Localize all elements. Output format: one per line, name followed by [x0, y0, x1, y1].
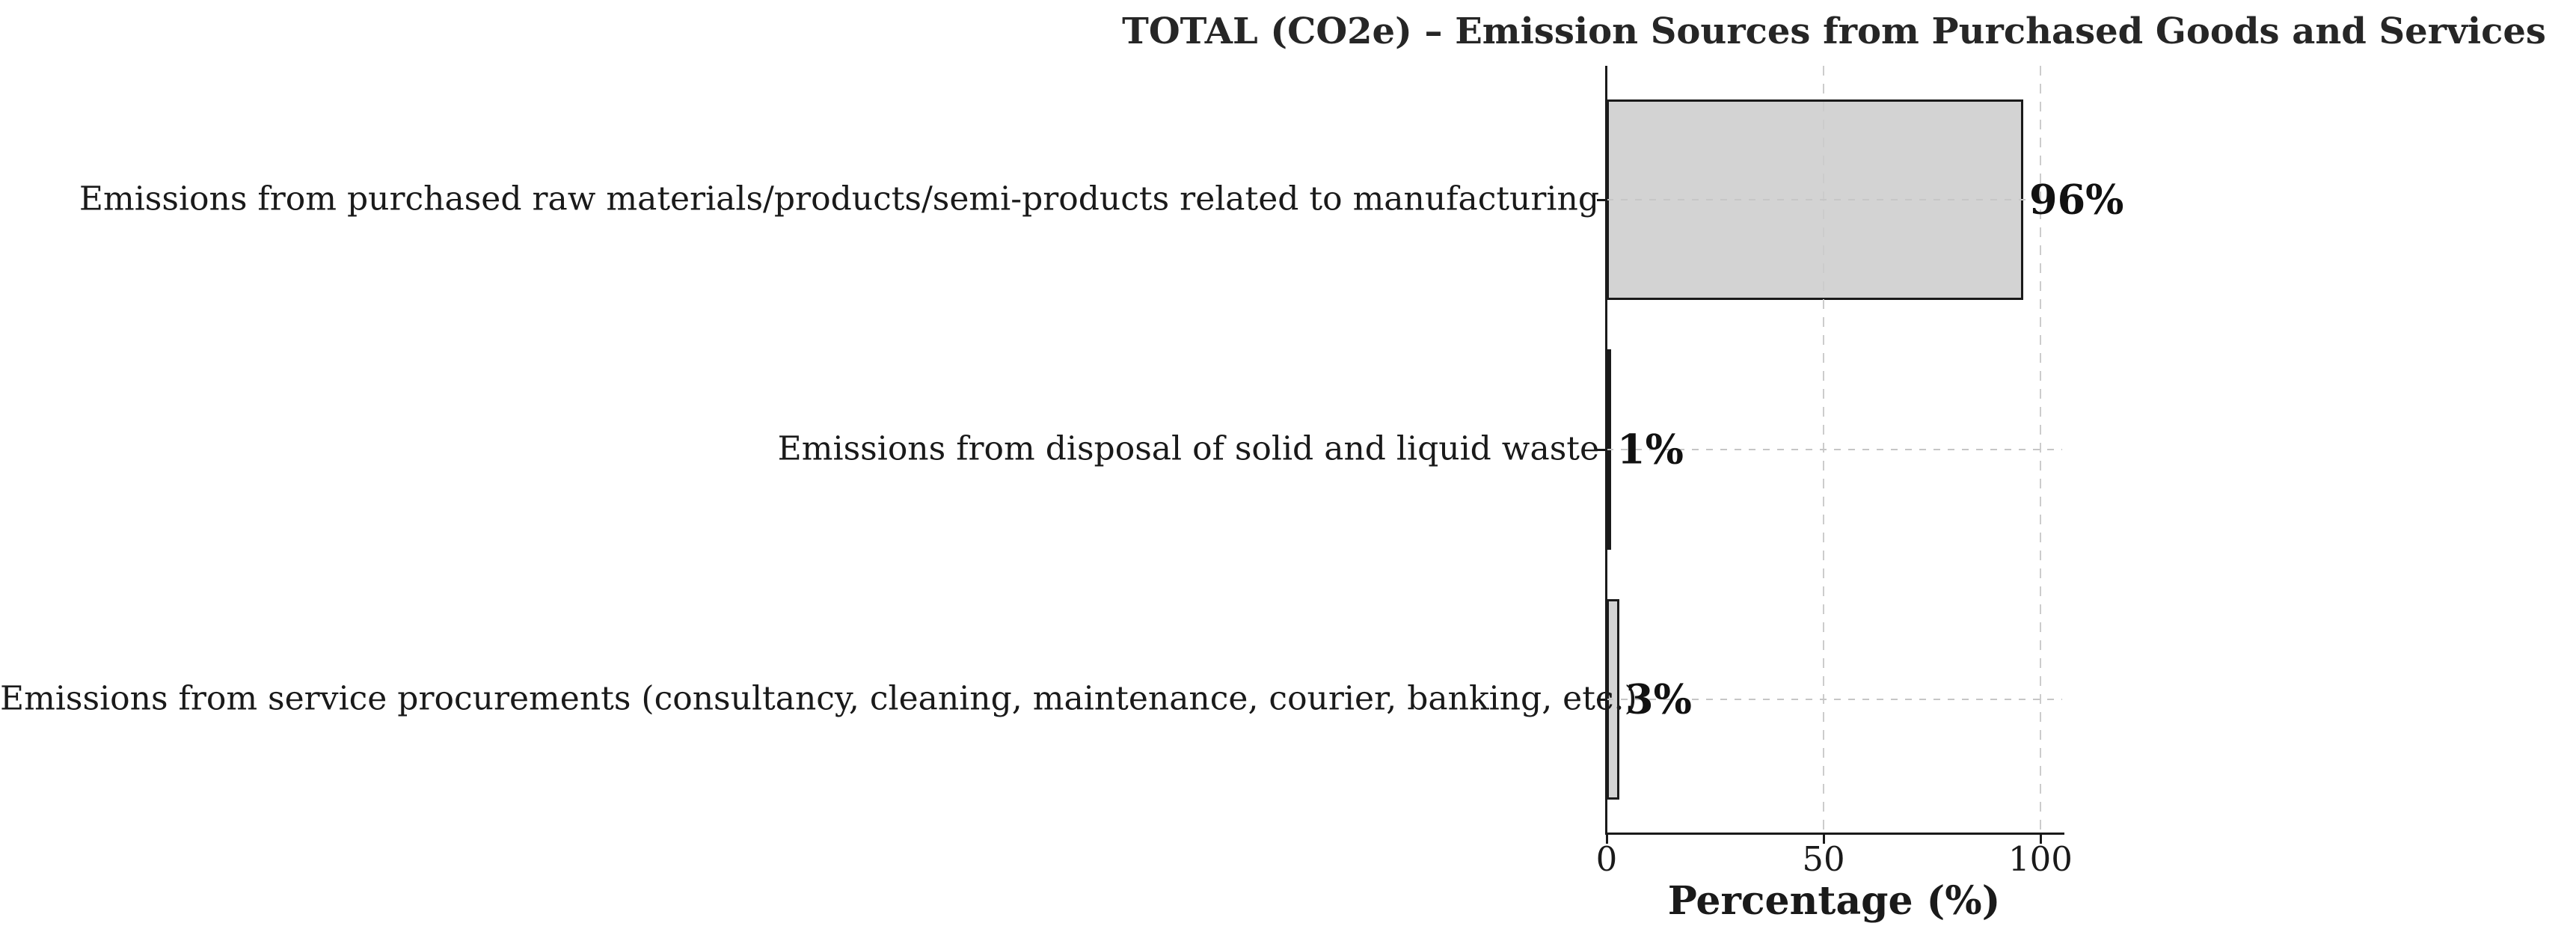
category-label: Emissions from service procurements (con… [0, 679, 1637, 718]
x-tick-mark [1823, 833, 1825, 844]
x-axis-spine [1605, 833, 2064, 835]
y-gridline [1607, 699, 2062, 700]
value-label: 3% [1625, 675, 1692, 723]
x-tick-mark [2040, 833, 2042, 844]
y-gridline [1607, 199, 2062, 200]
value-label: 1% [1617, 425, 1684, 473]
x-tick-label: 100 [2008, 839, 2073, 879]
chart-title: TOTAL (CO2e) – Emission Sources from Pur… [1122, 10, 2546, 52]
y-tick-mark [1597, 699, 1607, 701]
category-label: Emissions from purchased raw materials/p… [79, 180, 1599, 218]
y-tick-mark [1597, 199, 1607, 201]
category-label: Emissions from disposal of solid and liq… [777, 429, 1599, 468]
x-axis-label: Percentage (%) [1667, 878, 2001, 924]
y-gridline [1607, 449, 2062, 450]
x-tick-label: 50 [1802, 839, 1845, 879]
y-tick-mark [1597, 449, 1607, 451]
x-tick-mark [1606, 833, 1608, 844]
value-label: 96% [2029, 175, 2124, 224]
x-tick-label: 0 [1595, 839, 1618, 879]
